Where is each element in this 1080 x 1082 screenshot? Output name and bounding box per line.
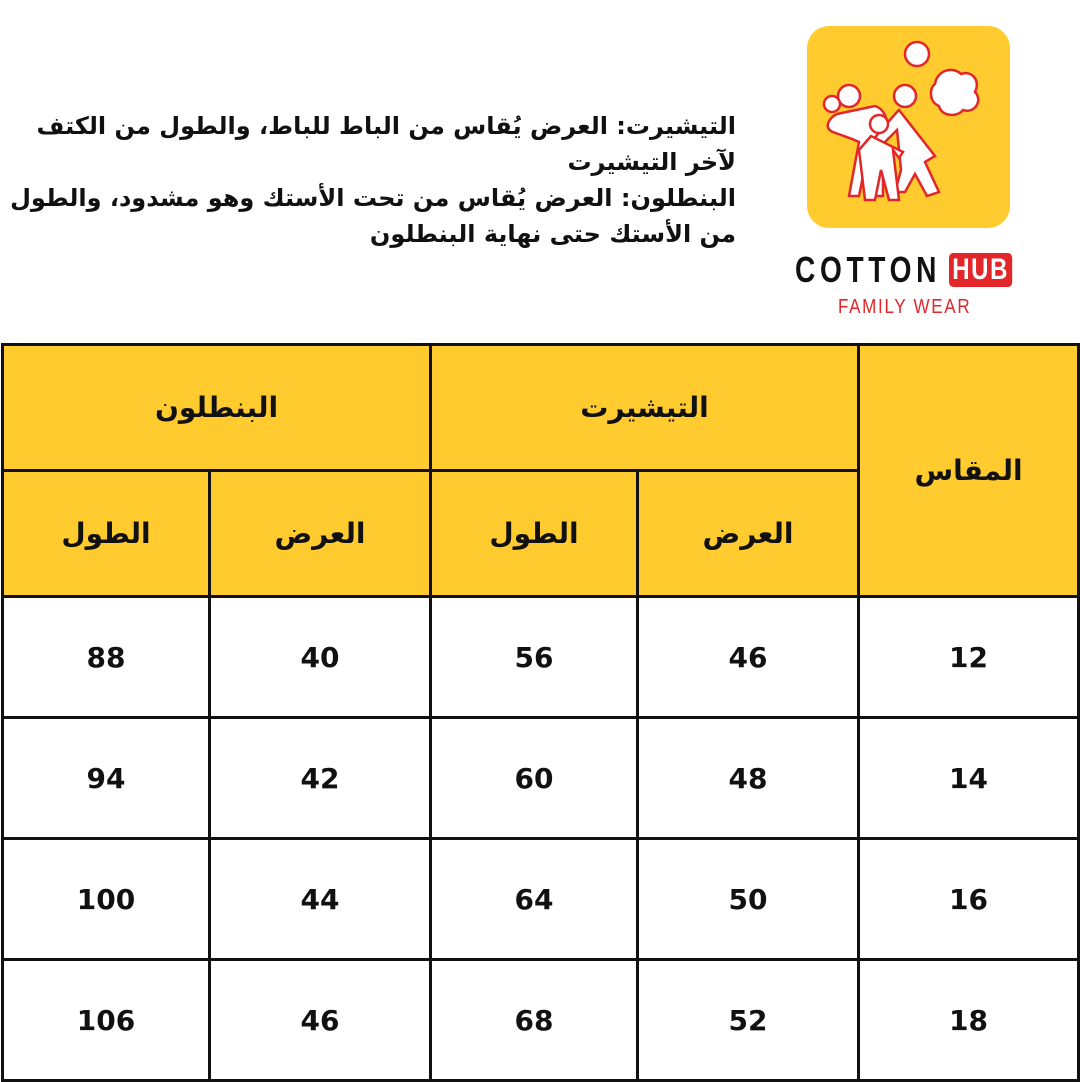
size-table: المقاس التيشيرت البنطلون العرض الطول الع…	[0, 343, 1080, 1082]
tshirt-note: التيشيرت: العرض يُقاس من الباط للباط، وا…	[36, 112, 736, 176]
brand-logo-icon	[807, 26, 1010, 228]
brand-tagline: FAMILY WEAR	[838, 296, 972, 318]
tshirt-width-cell: 46	[636, 595, 861, 719]
tshirt-width-cell: 48	[636, 716, 861, 840]
pants-width-cell: 40	[208, 595, 433, 719]
brand-main: COTTON	[795, 249, 942, 290]
tshirt-width-cell: 52	[636, 958, 861, 1082]
tshirt-length-cell: 64	[429, 837, 640, 961]
size-notes: التيشيرت: العرض يُقاس من الباط للباط، وا…	[0, 108, 736, 252]
tshirt-width-cell: 50	[636, 837, 861, 961]
table-row: 18 52 68 46 106	[0, 958, 1080, 1082]
tshirt-length-header: الطول	[429, 469, 640, 598]
table-row: 12 46 56 40 88	[0, 595, 1080, 719]
pants-header: البنطلون	[0, 343, 433, 472]
pants-width-cell: 42	[208, 716, 433, 840]
size-cell: 12	[857, 595, 1080, 719]
pants-length-cell: 100	[0, 837, 212, 961]
pants-length-cell: 106	[0, 958, 212, 1082]
size-cell: 18	[857, 958, 1080, 1082]
brand-accent: HUB	[949, 253, 1013, 287]
tshirt-length-cell: 56	[429, 595, 640, 719]
pants-length-header: الطول	[0, 469, 212, 598]
tshirt-length-cell: 68	[429, 958, 640, 1082]
pants-width-header: العرض	[208, 469, 433, 598]
size-cell: 14	[857, 716, 1080, 840]
size-header: المقاس	[857, 343, 1080, 598]
size-cell: 16	[857, 837, 1080, 961]
brand-wordmark: COTTON HUB	[795, 249, 1025, 290]
pants-note: البنطلون: العرض يُقاس من تحت الأستك وهو …	[10, 184, 736, 248]
tshirt-width-header: العرض	[636, 469, 861, 598]
pants-width-cell: 44	[208, 837, 433, 961]
pants-width-cell: 46	[208, 958, 433, 1082]
pants-length-cell: 94	[0, 716, 212, 840]
table-row: 16 50 64 44 100	[0, 837, 1080, 961]
pants-length-cell: 88	[0, 595, 212, 719]
tshirt-length-cell: 60	[429, 716, 640, 840]
table-row: 14 48 60 42 94	[0, 716, 1080, 840]
tshirt-header: التيشيرت	[429, 343, 861, 472]
